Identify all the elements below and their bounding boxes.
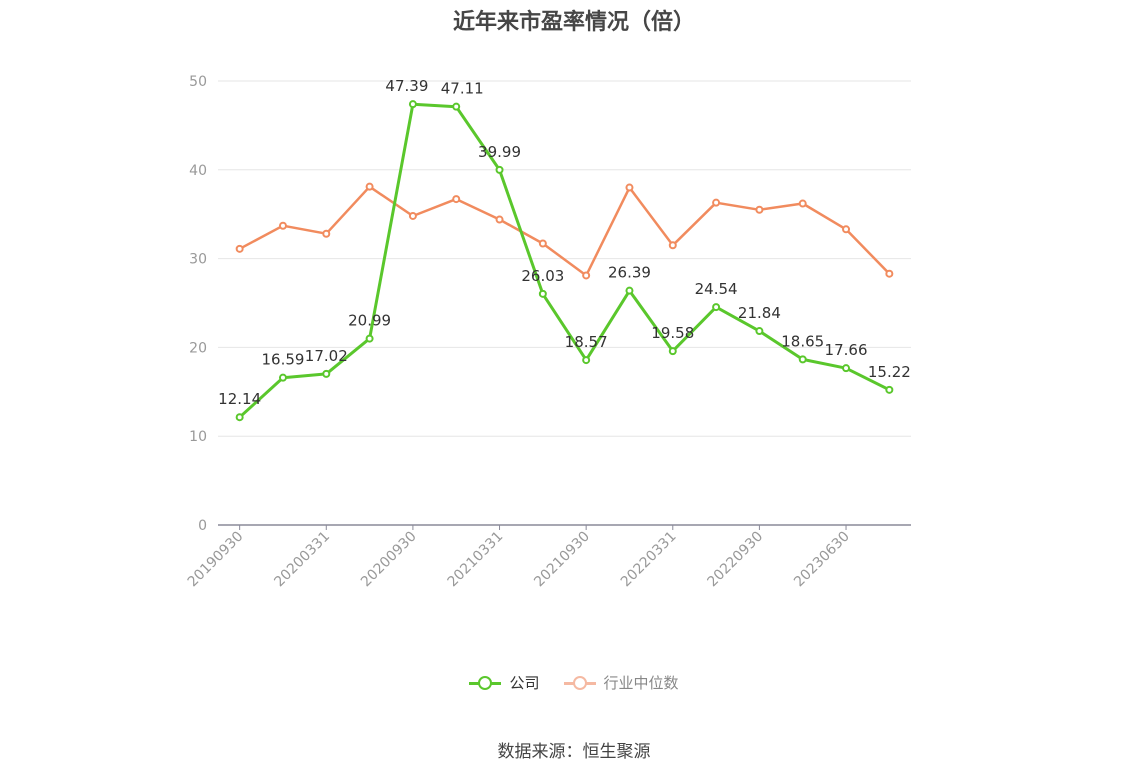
data-point-company: [668, 347, 677, 356]
legend-label-company: 公司: [509, 674, 540, 692]
data-point-company: [495, 165, 504, 174]
data-point-company: [235, 413, 244, 422]
data-label: 18.57: [565, 333, 608, 351]
x-tick-label: 20210331: [445, 529, 507, 591]
data-point-industry-median: [235, 244, 244, 253]
x-tick-label: 20230630: [791, 529, 853, 591]
legend: 公司 行业中位数: [0, 672, 1148, 693]
y-tick-label: 30: [189, 252, 207, 268]
data-point-industry-median: [582, 271, 591, 280]
data-point-industry-median: [625, 183, 634, 192]
x-tick-label: 20190930: [185, 529, 247, 591]
data-point-industry-median: [452, 195, 461, 204]
data-point-industry-median: [408, 211, 417, 220]
y-tick-label: 40: [189, 163, 207, 179]
x-tick-label: 20200331: [271, 529, 333, 591]
data-point-industry-median: [798, 199, 807, 208]
data-point-company: [625, 286, 634, 295]
data-point-company: [408, 100, 417, 109]
series-line-company: [238, 102, 890, 419]
data-point-industry-median: [755, 205, 764, 214]
data-label: 18.65: [781, 332, 824, 350]
data-label: 47.11: [441, 80, 484, 98]
data-point-company: [322, 369, 331, 378]
data-point-company: [582, 356, 591, 365]
data-label: 16.59: [261, 351, 304, 369]
data-point-industry-median: [278, 221, 287, 230]
y-tick-label: 10: [189, 429, 207, 445]
data-label: 17.02: [305, 347, 348, 365]
data-label: 20.99: [348, 312, 391, 330]
data-label: 12.14: [218, 390, 261, 408]
data-point-company: [798, 355, 807, 364]
data-label: 26.39: [608, 264, 651, 282]
data-point-company: [278, 373, 287, 382]
y-tick-label: 20: [189, 340, 207, 356]
legend-marker-company: [469, 675, 502, 691]
series-line-industry-median: [239, 185, 891, 277]
y-tick-label: 50: [189, 74, 207, 90]
data-point-company: [712, 303, 721, 312]
y-tick-label: 0: [198, 518, 207, 534]
data-point-company: [885, 385, 894, 394]
data-label: 21.84: [738, 304, 781, 322]
data-point-industry-median: [712, 198, 721, 207]
data-point-industry-median: [668, 241, 677, 250]
data-point-industry-median: [842, 225, 851, 234]
data-point-industry-median: [885, 269, 894, 278]
x-tick-label: 20210930: [531, 529, 593, 591]
data-label: 26.03: [521, 267, 564, 285]
x-tick-label: 20220930: [705, 529, 767, 591]
data-label: 15.22: [868, 363, 911, 381]
legend-marker-industry-median: [563, 675, 596, 691]
data-label: 47.39: [385, 77, 428, 95]
data-point-company: [452, 102, 461, 111]
data-point-industry-median: [495, 215, 504, 224]
x-tick-label: 20220331: [618, 529, 680, 591]
data-point-company: [755, 327, 764, 336]
data-source: 数据来源：恒生聚源: [497, 742, 651, 762]
data-label: 24.54: [695, 280, 738, 298]
legend-item-industry-median[interactable]: 行业中位数: [563, 672, 679, 693]
data-label: 39.99: [478, 143, 521, 161]
data-point-industry-median: [538, 239, 547, 248]
data-point-industry-median: [365, 182, 374, 191]
data-label: 17.66: [825, 341, 868, 359]
data-point-company: [365, 334, 374, 343]
data-point-company: [842, 364, 851, 373]
data-point-industry-median: [322, 229, 331, 238]
chart-title: 近年来市盈率情况（倍）: [452, 10, 695, 35]
legend-label-industry-median: 行业中位数: [603, 674, 679, 692]
data-label: 19.58: [651, 324, 694, 342]
data-point-company: [538, 289, 547, 298]
x-tick-label: 20200930: [358, 529, 420, 591]
legend-item-company[interactable]: 公司: [469, 672, 540, 693]
